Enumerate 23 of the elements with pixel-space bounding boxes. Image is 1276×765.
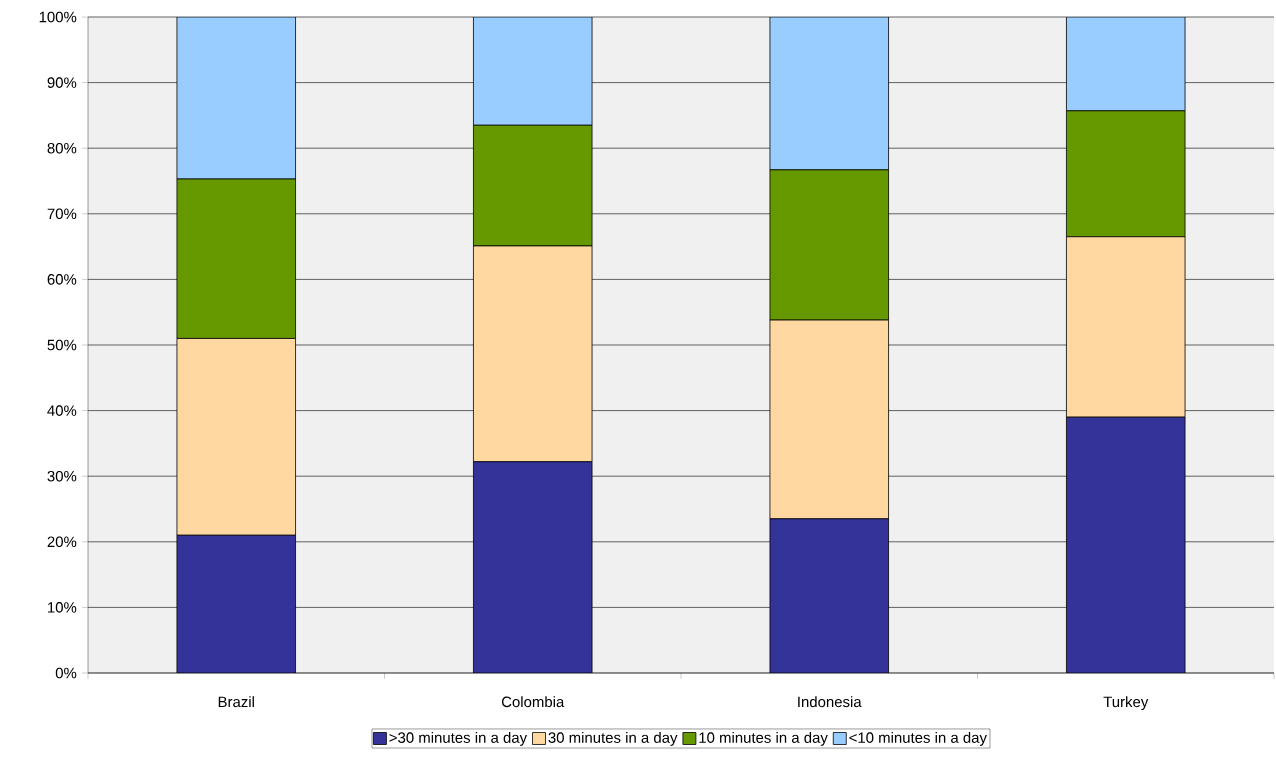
x-tick-label: Turkey: [1103, 696, 1149, 711]
y-tick-label: 90%: [47, 77, 77, 88]
bar: [1066, 416, 1186, 673]
x-tick-label: Brazil: [218, 696, 254, 708]
y-tick-label: 30%: [47, 470, 77, 482]
y-tick-label: 100%: [39, 11, 77, 23]
legend-label: 30 minutes in a day: [548, 731, 678, 746]
legend-label: 10 minutes in a day: [699, 731, 828, 746]
y-tick-label: 40%: [47, 405, 77, 416]
y-tick-label: 80%: [47, 142, 77, 154]
y-tick-label: 50%: [47, 339, 77, 351]
bar: [769, 518, 889, 673]
y-tick-label: 10%: [48, 602, 77, 613]
y-tick-label: 0%: [55, 667, 77, 679]
bar: [176, 534, 296, 673]
y-tick-label: 70%: [47, 208, 77, 220]
x-tick-label: Colombia: [501, 696, 565, 708]
x-tick-label: Indonesia: [798, 696, 862, 708]
y-tick-label: 20%: [47, 536, 77, 548]
bar: [473, 461, 593, 673]
legend-label: >30 minutes in a day: [389, 731, 528, 746]
y-tick-label: 60%: [47, 274, 77, 285]
legend-label: <10 minutes in a day: [849, 731, 987, 746]
